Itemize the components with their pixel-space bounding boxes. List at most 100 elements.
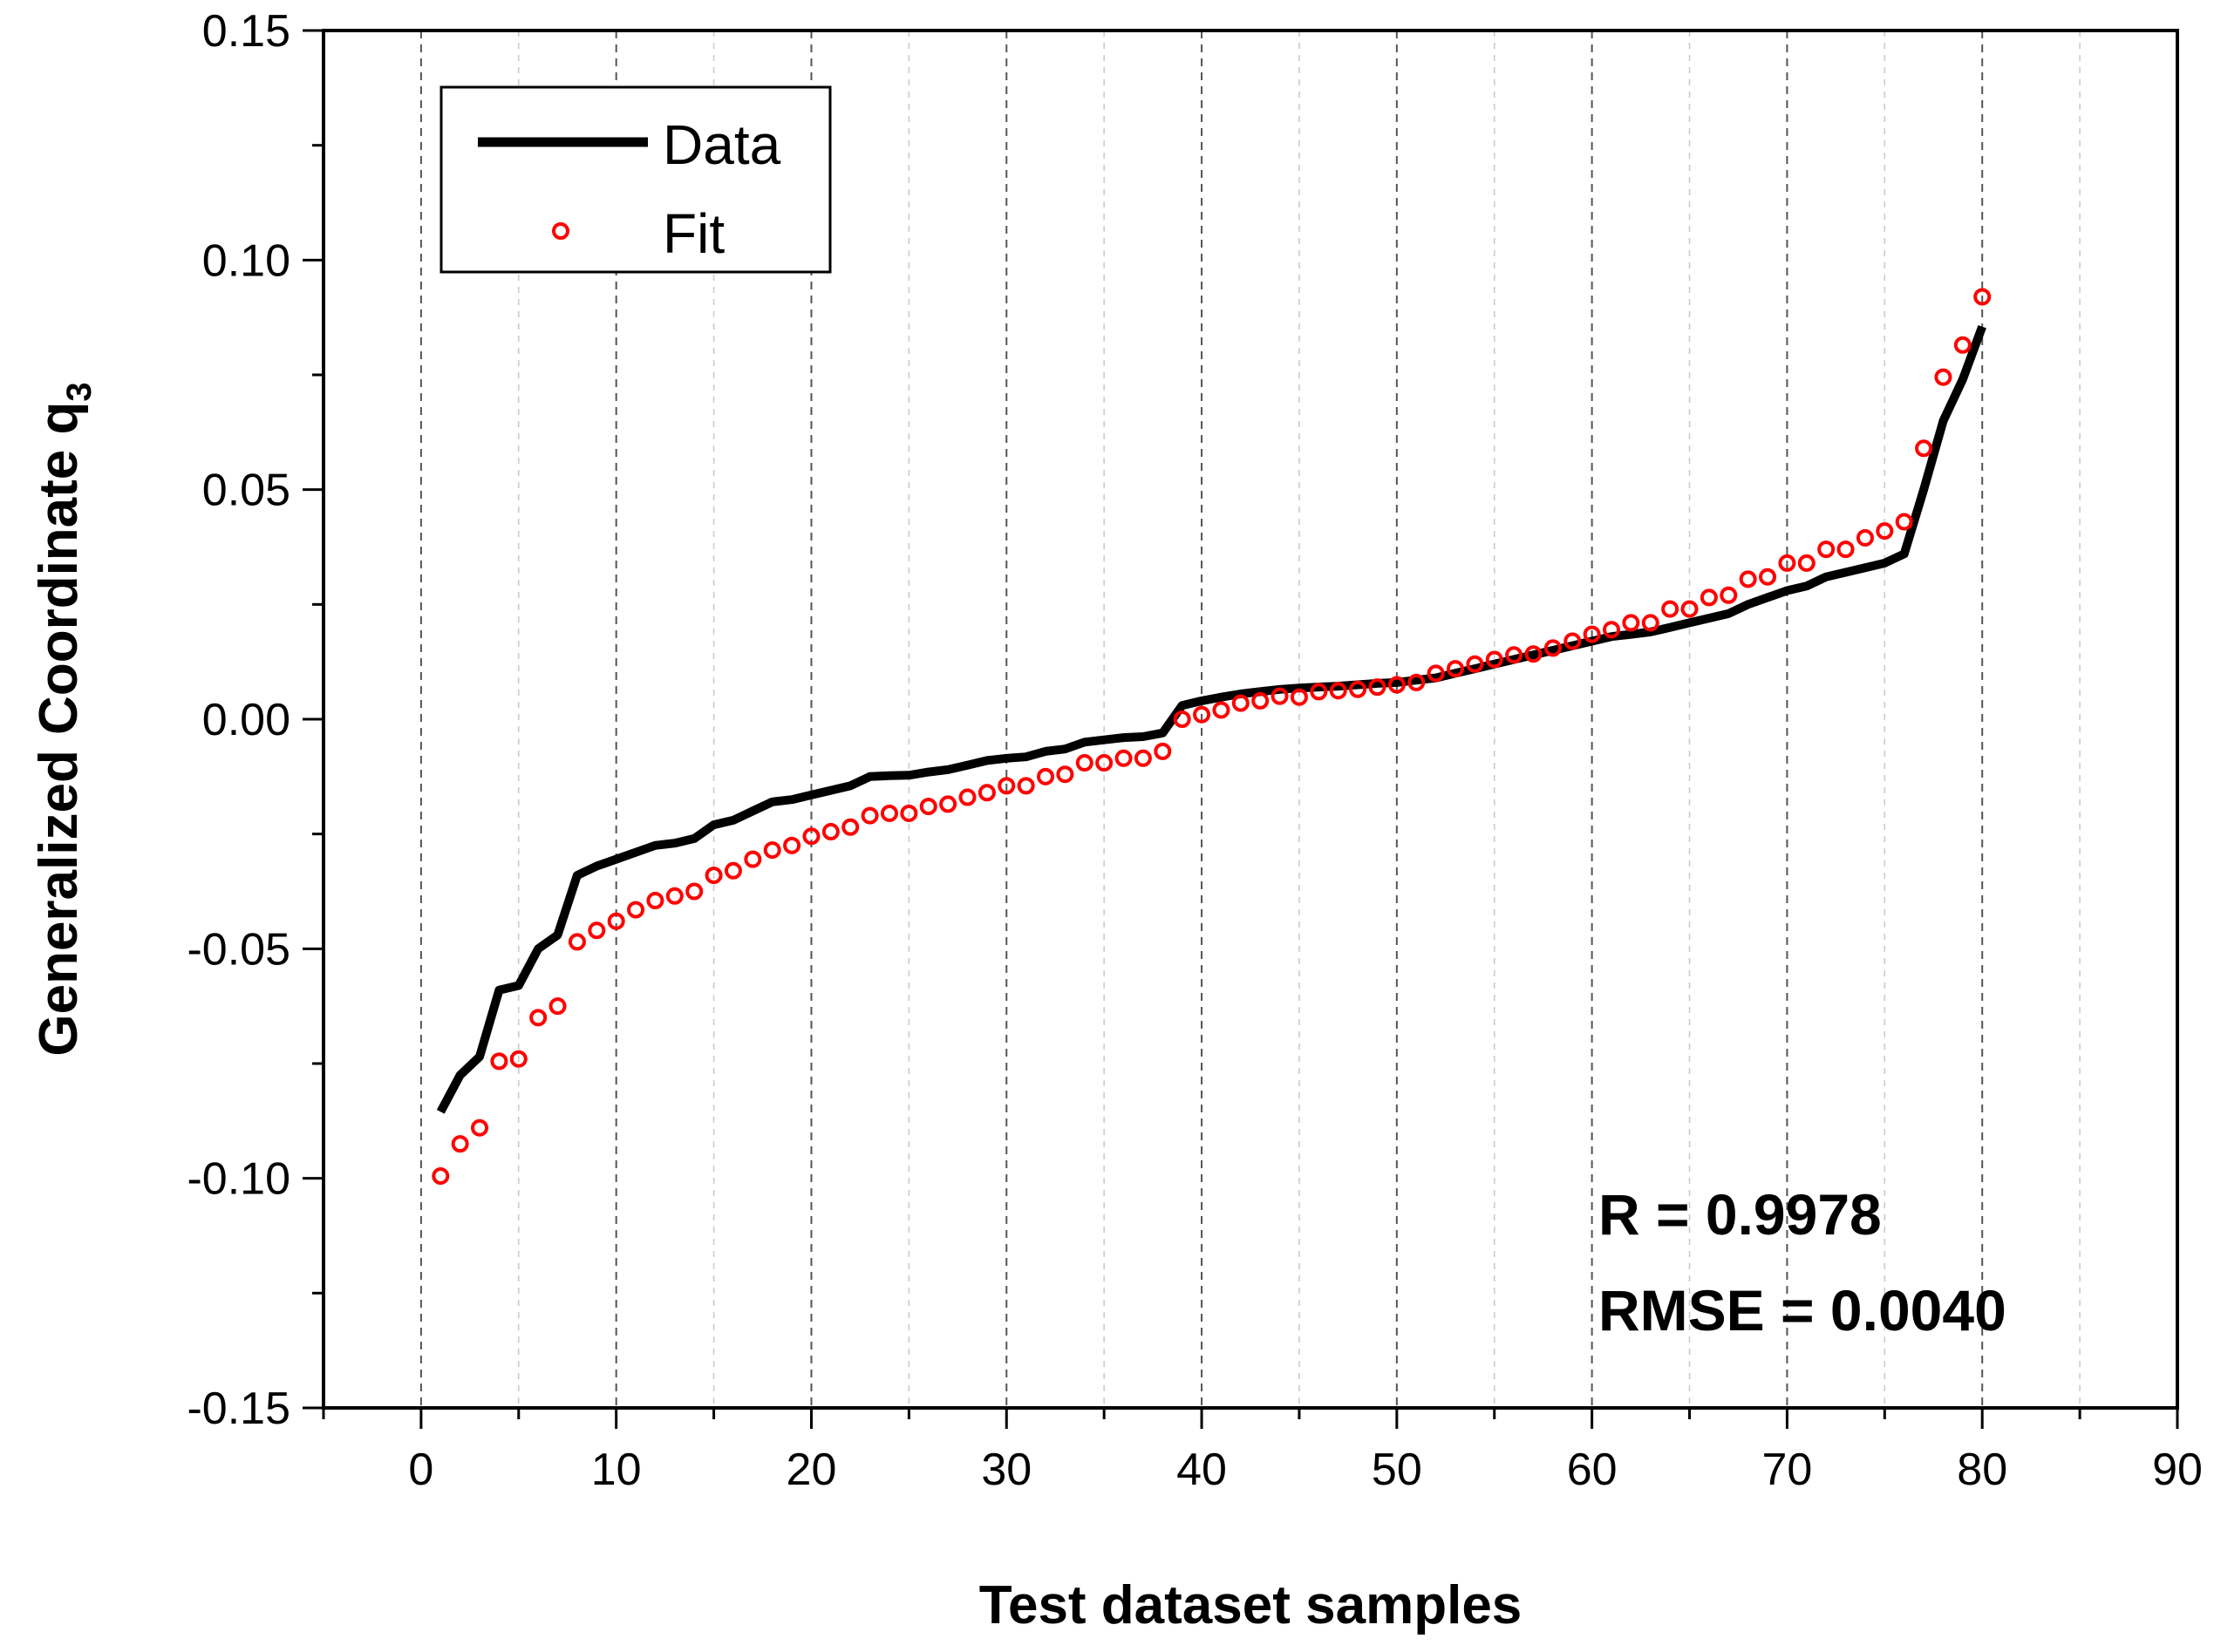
fit-point	[724, 861, 742, 880]
fit-point	[861, 806, 879, 825]
rmse-annotation: RMSE = 0.0040	[1598, 1278, 2006, 1343]
fit-point	[1485, 650, 1503, 669]
fit-point	[490, 1052, 508, 1071]
fit-point	[1212, 701, 1230, 719]
fit-point	[1797, 554, 1815, 572]
fit-point	[1759, 568, 1777, 586]
fit-point	[1270, 687, 1289, 705]
x-tick-label: 10	[591, 1445, 642, 1495]
fit-point	[900, 804, 918, 822]
fit-point	[1329, 682, 1347, 700]
x-tick-label: 80	[1957, 1445, 2007, 1495]
fit-point	[919, 798, 937, 816]
fit-point	[763, 841, 781, 860]
fit-point	[1387, 676, 1406, 694]
fit-point	[1290, 688, 1308, 706]
fit-point	[471, 1118, 489, 1137]
fit-point	[1603, 621, 1621, 639]
fit-point	[548, 997, 567, 1016]
x-tick-label: 40	[1176, 1445, 1227, 1495]
y-tick-label: 0.00	[202, 695, 290, 745]
fit-point	[1095, 754, 1114, 772]
fit-point	[744, 850, 762, 868]
fit-point	[1700, 588, 1718, 607]
fit-point	[939, 795, 957, 813]
fit-point	[1193, 705, 1211, 724]
fit-point	[1114, 749, 1133, 767]
legend-data-label: Data	[663, 113, 781, 176]
fit-point	[998, 777, 1016, 795]
fit-point	[1524, 645, 1543, 663]
fit-point	[1622, 614, 1640, 632]
fit-point	[1817, 540, 1836, 559]
fit-point	[1407, 673, 1426, 691]
fit-series-points	[432, 288, 1992, 1186]
y-tick-label: -0.15	[187, 1383, 290, 1434]
fit-point	[1543, 639, 1562, 657]
fit-point	[1641, 614, 1659, 632]
fit-point	[685, 882, 704, 901]
fit-point	[1563, 632, 1582, 650]
y-tick-label: -0.10	[187, 1154, 290, 1205]
fit-point	[529, 1009, 548, 1027]
fit-point	[1720, 586, 1738, 604]
plot-frame	[322, 29, 2179, 1410]
fit-point	[880, 804, 898, 822]
fit-point	[841, 818, 860, 836]
x-tick-label: 50	[1372, 1445, 1422, 1495]
fit-point	[588, 921, 606, 940]
y-tick-label: 0.10	[202, 235, 290, 286]
fit-point	[1934, 368, 1952, 386]
fit-point	[1310, 683, 1328, 701]
y-tick-label: 0.15	[202, 6, 290, 57]
fit-point	[646, 892, 664, 910]
gridlines	[419, 31, 2081, 1408]
fit-point	[1856, 528, 1874, 547]
fit-point	[568, 933, 586, 951]
fit-point	[821, 823, 840, 841]
y-axis-title-subscript: 3	[60, 382, 99, 401]
fit-point	[1583, 625, 1601, 643]
x-tick-label: 30	[981, 1445, 1032, 1495]
y-axis-title-main: Generalized Coordinate q	[29, 402, 89, 1057]
fit-point	[432, 1167, 450, 1186]
data-series-path	[436, 324, 1986, 1114]
fit-point	[665, 887, 684, 905]
fit-point	[1973, 288, 1992, 306]
legend-fit-label: Fit	[663, 202, 725, 265]
x-tick-label: 0	[408, 1445, 433, 1495]
fit-point	[1953, 336, 1972, 354]
fit-point	[451, 1135, 469, 1153]
fit-point	[1368, 678, 1386, 697]
y-tick-label: 0.05	[202, 466, 290, 516]
fit-point	[1231, 694, 1250, 712]
legend: Data Fit	[439, 85, 832, 274]
fit-point	[802, 827, 821, 846]
fit-point	[958, 788, 977, 806]
fit-point	[1056, 765, 1074, 784]
fit-point	[1037, 767, 1055, 785]
fit-point	[1895, 513, 1913, 531]
x-tick-label: 90	[2152, 1445, 2203, 1495]
legend-fit-swatch	[552, 222, 569, 240]
fit-point	[1075, 754, 1093, 772]
fit-point	[1251, 691, 1270, 710]
fit-point	[1505, 646, 1523, 664]
fit-point	[607, 912, 625, 930]
fit-point	[509, 1050, 528, 1068]
y-axis-title-group: Generalized Coordinate q3	[29, 382, 99, 1056]
fit-point	[1739, 570, 1757, 588]
fit-point	[1661, 600, 1679, 618]
y-axis-title: Generalized Coordinate q3	[29, 382, 99, 1056]
fit-point	[1134, 749, 1152, 767]
fit-point	[1680, 600, 1699, 618]
fit-point	[783, 836, 801, 854]
fit-point	[1427, 664, 1445, 683]
x-tick-label: 70	[1761, 1445, 1812, 1495]
axes: 0 10 20 30 40 50 60 70 80 90 -0.15 -0.10 -0.05 0.00 0.…	[187, 6, 2202, 1495]
r-value-annotation: R = 0.9978	[1598, 1182, 1882, 1247]
data-series-line	[436, 324, 1986, 1114]
x-tick-label: 20	[787, 1445, 837, 1495]
